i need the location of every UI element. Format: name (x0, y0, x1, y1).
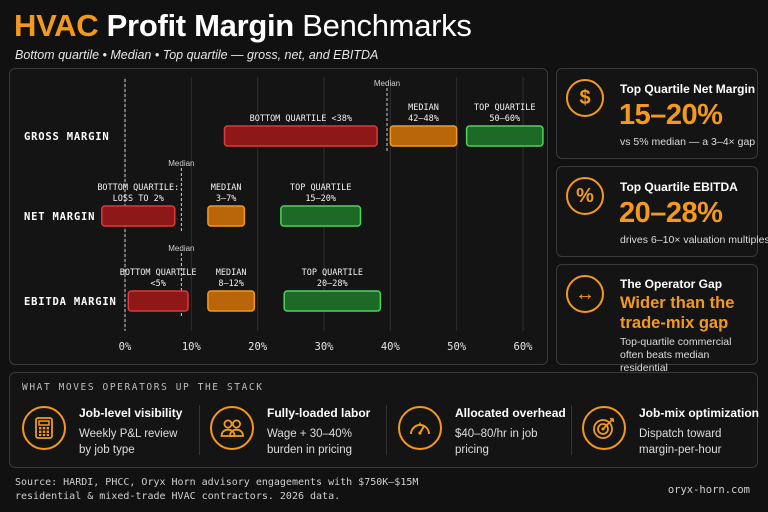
card-note: Top-quartile commercial often beats medi… (620, 336, 732, 374)
stack-item-desc: Dispatch toward margin-per-hour (639, 428, 722, 456)
x-tick-label: 30% (315, 341, 335, 353)
stack-item-desc: Weekly P&L review by job type (79, 428, 178, 456)
title-part-1: HVAC (14, 8, 99, 43)
title-part-3: Benchmarks (302, 8, 472, 43)
top-quartile-label: TOP QUARTILE (302, 268, 363, 278)
median-quartile-label: 42–48% (408, 114, 439, 124)
card-value: Wider than the trade-mix gap (620, 294, 735, 332)
page-title: HVAC Profit Margin Benchmarks (14, 8, 472, 44)
source-note: Source: HARDI, PHCC, Oryx Horn advisory … (15, 477, 419, 502)
bottom-quartile-label: BOTTOM QUARTILE: (97, 183, 179, 193)
row-category-label: NET MARGIN (24, 211, 95, 223)
stack-item-labor: Fully-loaded labor Wage + 30–40% burden … (210, 402, 385, 462)
top-quartile-label: TOP QUARTILE (290, 183, 351, 193)
card-value: 20–28% (619, 197, 723, 229)
percent-icon: % (566, 177, 604, 215)
card-net-margin: $ Top Quartile Net Margin 15–20% vs 5% m… (556, 68, 758, 159)
bottom-quartile-bar (101, 205, 176, 227)
card-value: 15–20% (619, 99, 723, 131)
calculator-icon (22, 406, 66, 450)
gauge-icon (398, 406, 442, 450)
dollar-icon: $ (566, 79, 604, 117)
top-quartile-label: 15–20% (305, 194, 336, 204)
chart-panel: 0% 10% 20% 30% 40% 50% 60% GROSS MARGIN Median BO… (9, 68, 548, 365)
top-quartile-label: TOP QUARTILE (474, 103, 535, 113)
title-part-2: Profit Margin (106, 8, 295, 43)
divider (571, 405, 572, 455)
people-icon (210, 406, 254, 450)
stack-panel: WHAT MOVES OPERATORS UP THE STACK Job-le… (9, 372, 759, 468)
card-title: Top Quartile EBITDA (620, 180, 738, 194)
x-tick-label: 50% (447, 341, 467, 353)
top-quartile-bar (465, 125, 544, 147)
top-quartile-bar (283, 290, 382, 312)
median-quartile-bar (389, 125, 458, 147)
row-category-label: GROSS MARGIN (24, 131, 109, 143)
card-operator-gap: ↔ The Operator Gap Wider than the trade-… (556, 264, 758, 374)
stack-item-title: Job-level visibility (79, 406, 183, 420)
top-quartile-bar (280, 205, 362, 227)
stack-item-title: Fully-loaded labor (267, 406, 371, 420)
stack-item-desc: Wage + 30–40% burden in pricing (267, 428, 353, 456)
card-title: The Operator Gap (620, 277, 723, 291)
median-quartile-label: MEDIAN (211, 183, 242, 193)
card-note: drives 6–10× valuation multiples (620, 234, 768, 246)
stack-item-job-visibility: Job-level visibility Weekly P&L review b… (22, 402, 197, 462)
stack-item-title: Allocated overhead (455, 406, 566, 420)
x-tick-label: 20% (248, 341, 268, 353)
stack-item-title: Job-mix optimization (639, 406, 759, 420)
top-quartile-label: 50–60% (489, 114, 520, 124)
bottom-quartile-bar (223, 125, 378, 147)
arrows-icon: ↔ (566, 275, 604, 313)
stack-title: WHAT MOVES OPERATORS UP THE STACK (22, 382, 264, 393)
target-icon (582, 406, 626, 450)
card-ebitda: % Top Quartile EBITDA 20–28% drives 6–10… (556, 166, 768, 257)
bottom-quartile-bar (127, 290, 189, 312)
median-marker-label: Median (168, 159, 194, 168)
median-quartile-label: 8–12% (218, 279, 244, 289)
median-marker-label: Median (374, 79, 400, 88)
stack-item-job-mix: Job-mix optimization Dispatch toward mar… (582, 402, 759, 462)
margin-range-chart: 0% 10% 20% 30% 40% 50% 60% GROSS MARGIN Median BO… (24, 77, 544, 353)
card-note: vs 5% median — a 3–4× gap (620, 136, 756, 148)
x-tick-label: 0% (119, 341, 132, 353)
median-quartile-label: MEDIAN (216, 268, 247, 278)
page-subtitle: Bottom quartile • Median • Top quartile … (15, 48, 379, 62)
divider (199, 405, 200, 455)
top-quartile-label: 20–28% (317, 279, 348, 289)
site-link[interactable]: oryx-horn.com (667, 484, 750, 496)
median-quartile-label: MEDIAN (408, 103, 439, 113)
bottom-quartile-label: LOSS TO 2% (113, 194, 164, 204)
stack-item-overhead: Allocated overhead $40–80/hr in job pric… (398, 402, 573, 462)
row-category-label: EBITDA MARGIN (24, 296, 117, 308)
median-marker-label: Median (168, 244, 194, 253)
median-quartile-label: 3–7% (216, 194, 236, 204)
median-quartile-bar (207, 205, 246, 227)
x-tick-label: 60% (514, 341, 534, 353)
x-tick-label: 40% (381, 341, 401, 353)
x-tick-label: 10% (182, 341, 202, 353)
stack-item-desc: $40–80/hr in job pricing (455, 428, 538, 456)
divider (386, 405, 387, 455)
median-quartile-bar (207, 290, 256, 312)
bottom-quartile-label: <5% (150, 279, 165, 289)
card-title: Top Quartile Net Margin (620, 82, 756, 96)
bottom-quartile-label: BOTTOM QUARTILE (120, 268, 197, 278)
bottom-quartile-label: BOTTOM QUARTILE <38% (250, 114, 352, 124)
